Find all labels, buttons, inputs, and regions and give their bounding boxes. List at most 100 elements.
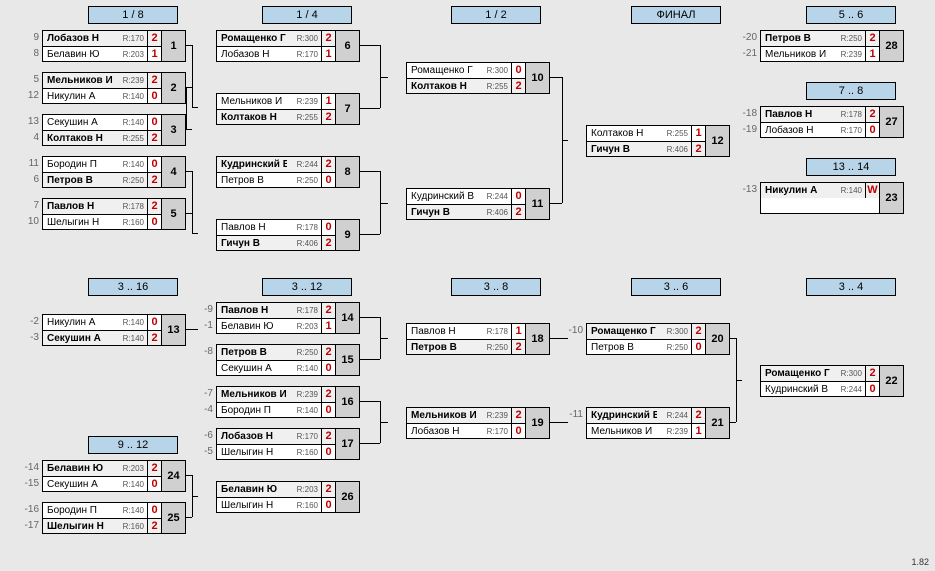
player-name: Ромащенко Г [217, 33, 287, 44]
seed [198, 235, 216, 251]
match-number: 18 [526, 323, 550, 355]
seed [198, 109, 216, 125]
connector [380, 77, 381, 108]
match-16: -7-4Мельников ИR:2392Бородин ПR:140016 [198, 386, 360, 418]
player-rating: R:203 [113, 464, 147, 473]
player-score: W [865, 183, 879, 198]
player-rating: R:140 [113, 480, 147, 489]
player-name: Павлов Н [43, 201, 113, 212]
player-name: Петров В [407, 342, 477, 353]
player-score: 0 [147, 89, 161, 103]
player-score: 2 [147, 73, 161, 88]
player-row: Петров ВR:2502 [761, 31, 879, 46]
match-23: -13Никулин АR:140W23 [742, 182, 904, 214]
player-row: Кудринский ВR:2440 [407, 189, 525, 204]
player-name: Мельников И [217, 389, 287, 400]
match-number: 20 [706, 323, 730, 355]
player-score: 2 [321, 429, 335, 444]
match-number: 11 [526, 188, 550, 220]
player-row: Петров ВR:2502 [43, 172, 161, 187]
seed [198, 30, 216, 46]
connector [192, 496, 193, 517]
player-name: Петров В [217, 175, 287, 186]
player-name: Мельников И [407, 410, 477, 421]
player-name: Секушин А [43, 117, 113, 128]
round-label-r36: 3 .. 6 [631, 278, 721, 296]
player-rating: R:178 [477, 327, 511, 336]
player-row: Бородин ПR:1400 [43, 157, 161, 172]
connector [380, 171, 381, 203]
player-name: Секушин А [217, 363, 287, 374]
match-2: 512Мельников ИR:2392Никулин АR:14002 [24, 72, 186, 104]
seed [388, 423, 406, 439]
match-9: Павлов НR:1780Гичун ВR:40629 [198, 219, 360, 251]
connector [360, 45, 380, 46]
player-score: 2 [147, 519, 161, 533]
match-26: Белавин ЮR:2032Шелыгин НR:160026 [198, 481, 360, 513]
player-rating: R:239 [287, 390, 321, 399]
player-row: Ромащенко ГR:3002 [761, 366, 879, 381]
player-name: Никулин А [761, 185, 831, 196]
player-score: 0 [147, 503, 161, 518]
player-row: Бородин ПR:1400 [43, 503, 161, 518]
player-row: Ромащенко ГR:3002 [587, 324, 705, 339]
player-rating: R:244 [287, 160, 321, 169]
player-row: Кудринский ВR:2440 [761, 381, 879, 396]
player-row: Гичун ВR:4062 [407, 204, 525, 219]
seed [388, 407, 406, 423]
player-score: 0 [321, 498, 335, 512]
player-row: Мельников ИR:2391 [761, 46, 879, 61]
player-row: Гичун ВR:4062 [217, 235, 335, 250]
connector [186, 213, 192, 214]
player-name: Лобазов Н [43, 33, 113, 44]
match-number: 23 [880, 182, 904, 214]
player-row: Колтаков НR:2551 [587, 126, 705, 141]
player-name: Колтаков Н [407, 81, 477, 92]
player-score: 2 [321, 31, 335, 46]
player-name: Павлов Н [217, 305, 287, 316]
player-name: Бородин П [43, 505, 113, 516]
connector [186, 87, 192, 88]
player-score: 0 [511, 189, 525, 204]
player-name: Шелыгин Н [43, 217, 113, 228]
player-row: Павлов НR:1782 [43, 199, 161, 214]
seed: 4 [24, 130, 42, 146]
match-17: -6-5Лобазов НR:1702Шелыгин НR:160017 [198, 428, 360, 460]
match-number: 2 [162, 72, 186, 104]
player-row: Мельников ИR:2392 [43, 73, 161, 88]
player-rating: R:250 [477, 343, 511, 352]
match-8: Кудринский ВR:2442Петров ВR:25008 [198, 156, 360, 188]
seed [198, 481, 216, 497]
connector [192, 171, 193, 233]
round-label-rfin: ФИНАЛ [631, 6, 721, 24]
player-rating: R:140 [113, 318, 147, 327]
connector [360, 234, 380, 235]
player-rating: R:300 [287, 34, 321, 43]
player-name: Петров В [217, 347, 287, 358]
player-score: 2 [691, 142, 705, 156]
player-rating: R:239 [113, 76, 147, 85]
player-rating: R:255 [657, 129, 691, 138]
seed: -15 [24, 476, 42, 492]
connector [380, 317, 381, 338]
seed: -11 [568, 407, 586, 423]
match-number: 9 [336, 219, 360, 251]
player-name: Павлов Н [761, 109, 831, 120]
connector [192, 233, 198, 234]
seed: 6 [24, 172, 42, 188]
player-rating: R:140 [831, 186, 865, 195]
player-name: Павлов Н [217, 222, 287, 233]
round-label-r38: 3 .. 8 [451, 278, 541, 296]
player-score: 1 [321, 47, 335, 61]
match-13: -2-3Никулин АR:1400Секушин АR:140213 [24, 314, 186, 346]
player-name: Мельников И [217, 96, 287, 107]
seed: -20 [742, 30, 760, 46]
player-rating: R:250 [831, 34, 865, 43]
seed: -5 [198, 444, 216, 460]
player-score: 0 [147, 215, 161, 229]
player-row: Кудринский ВR:2442 [587, 408, 705, 423]
seed [388, 204, 406, 220]
match-4: 116Бородин ПR:1400Петров ВR:25024 [24, 156, 186, 188]
player-rating: R:178 [113, 202, 147, 211]
connector [380, 422, 388, 423]
